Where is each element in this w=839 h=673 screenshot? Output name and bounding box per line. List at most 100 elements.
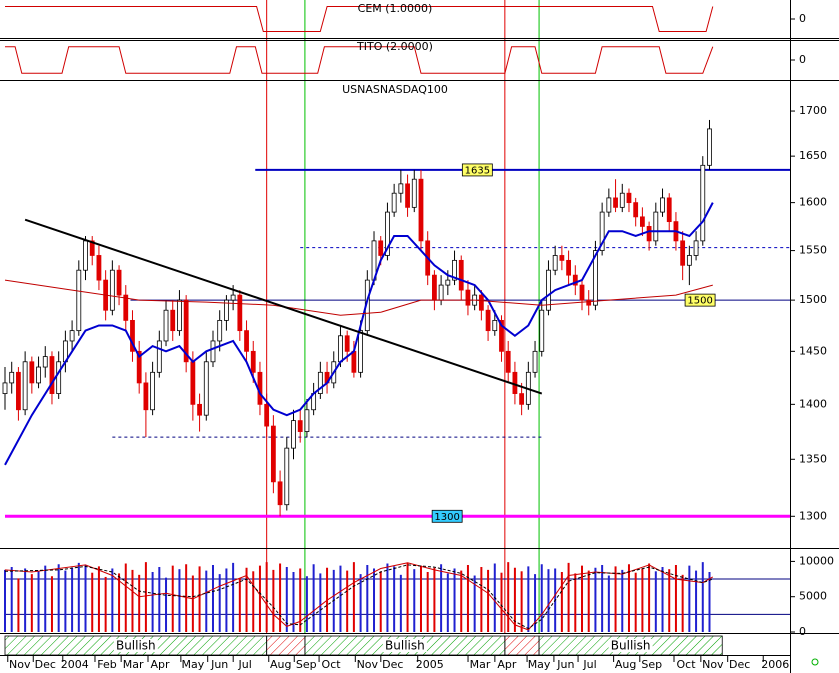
- candle-body: [438, 284, 444, 301]
- candle-body: [478, 294, 484, 311]
- candle-body: [579, 284, 585, 301]
- y-tick-label: 1450: [799, 344, 827, 357]
- x-tick-label: Jun: [210, 658, 228, 671]
- x-tick-label: May: [181, 658, 204, 671]
- x-tick-label: Apr: [497, 658, 517, 671]
- candle-body: [639, 216, 645, 227]
- candle-body: [76, 269, 82, 332]
- candle-body: [492, 319, 498, 332]
- candle-body: [358, 330, 363, 373]
- y-tick-label: 5000: [799, 590, 827, 603]
- x-tick-label: 2006: [761, 658, 789, 671]
- x-tick-label: Dec: [382, 658, 403, 671]
- candle-body: [619, 192, 625, 208]
- x-tick-label: Aug: [270, 658, 291, 671]
- regime-label: Bullish: [611, 639, 651, 653]
- x-tick-label: Nov: [357, 658, 379, 671]
- candle-body: [344, 335, 350, 352]
- x-tick-label: Nov: [9, 658, 31, 671]
- x-tick-label: Dec: [729, 658, 750, 671]
- candle-body: [680, 240, 686, 266]
- candle-body: [512, 371, 518, 394]
- candle-body: [593, 250, 598, 306]
- candle-body: [666, 197, 672, 223]
- candle-body: [552, 255, 558, 271]
- level-label: 1635: [465, 165, 490, 176]
- x-tick-label: Jun: [556, 658, 574, 671]
- candle-body: [130, 319, 135, 352]
- y-tick-label: 1550: [799, 244, 827, 257]
- y-tick-label: 1500: [799, 293, 827, 306]
- y-tick-label: 1700: [799, 104, 827, 117]
- x-tick-label: Jul: [238, 658, 252, 671]
- candle-body: [89, 240, 95, 256]
- candle-body: [351, 350, 357, 373]
- overlay-line: [4, 564, 713, 630]
- candle-body: [217, 319, 223, 342]
- candle-body: [150, 371, 156, 411]
- level-label: 1500: [687, 296, 712, 307]
- candle-body: [599, 211, 605, 251]
- regime-label-bg: [113, 639, 158, 652]
- candle-body: [646, 226, 652, 242]
- candle-body: [277, 481, 283, 506]
- candle-body: [143, 382, 149, 411]
- x-tick-label: Mar: [470, 658, 491, 671]
- candle-body: [405, 183, 410, 208]
- candle-body: [432, 274, 437, 301]
- candle-body: [304, 409, 310, 432]
- candle-body: [465, 289, 471, 306]
- x-tick-label: Nov: [702, 658, 724, 671]
- status-dot: [811, 658, 819, 666]
- x-tick-label: Jul: [582, 658, 596, 671]
- candle-body: [264, 403, 270, 427]
- candle-body: [653, 211, 659, 242]
- candle-body: [123, 294, 129, 321]
- candle-body: [109, 269, 115, 311]
- candle-body: [297, 420, 303, 432]
- level-label-box: [461, 163, 493, 177]
- x-tick-label: Sep: [296, 658, 317, 671]
- candle-body: [170, 309, 176, 332]
- candle-body: [2, 382, 8, 394]
- candle-body: [398, 183, 404, 194]
- candle-body: [546, 269, 551, 311]
- panel-title: USNASNASDAQ100: [342, 83, 448, 96]
- x-tick-label: Oct: [676, 658, 696, 671]
- x-tick-label: 2004: [61, 658, 89, 671]
- candle-body: [183, 299, 189, 363]
- candle-body: [418, 178, 424, 242]
- candle-body: [177, 299, 182, 332]
- candle-body: [224, 299, 229, 321]
- y-tick-label: 1400: [799, 397, 827, 410]
- candle-body: [136, 350, 142, 384]
- x-tick-label: Sep: [641, 658, 662, 671]
- candle-body: [250, 350, 256, 373]
- candle-body: [22, 361, 28, 411]
- candle-body: [291, 420, 296, 449]
- candle-body: [700, 164, 706, 242]
- level-label-box: [431, 509, 463, 523]
- x-tick-label: 2005: [416, 658, 444, 671]
- candle-body: [49, 356, 55, 394]
- candle-body: [660, 197, 665, 213]
- regime: [266, 635, 306, 656]
- candle-body: [519, 393, 525, 405]
- candle-body: [56, 361, 62, 394]
- indicator-line: [5, 46, 714, 74]
- x-tick-label: Apr: [150, 658, 170, 671]
- regime-label: Bullish: [385, 639, 425, 653]
- overlay-line: [4, 279, 713, 316]
- y-tick-label: 0: [799, 625, 806, 638]
- candle-body: [29, 361, 35, 384]
- y-tick-label: 1600: [799, 196, 827, 209]
- candle-body: [499, 319, 504, 352]
- candle-body: [230, 294, 236, 301]
- candle-body: [572, 274, 578, 286]
- candle-body: [16, 371, 21, 411]
- candle-body: [559, 255, 565, 261]
- candle-body: [42, 356, 48, 368]
- candle-body: [452, 259, 457, 281]
